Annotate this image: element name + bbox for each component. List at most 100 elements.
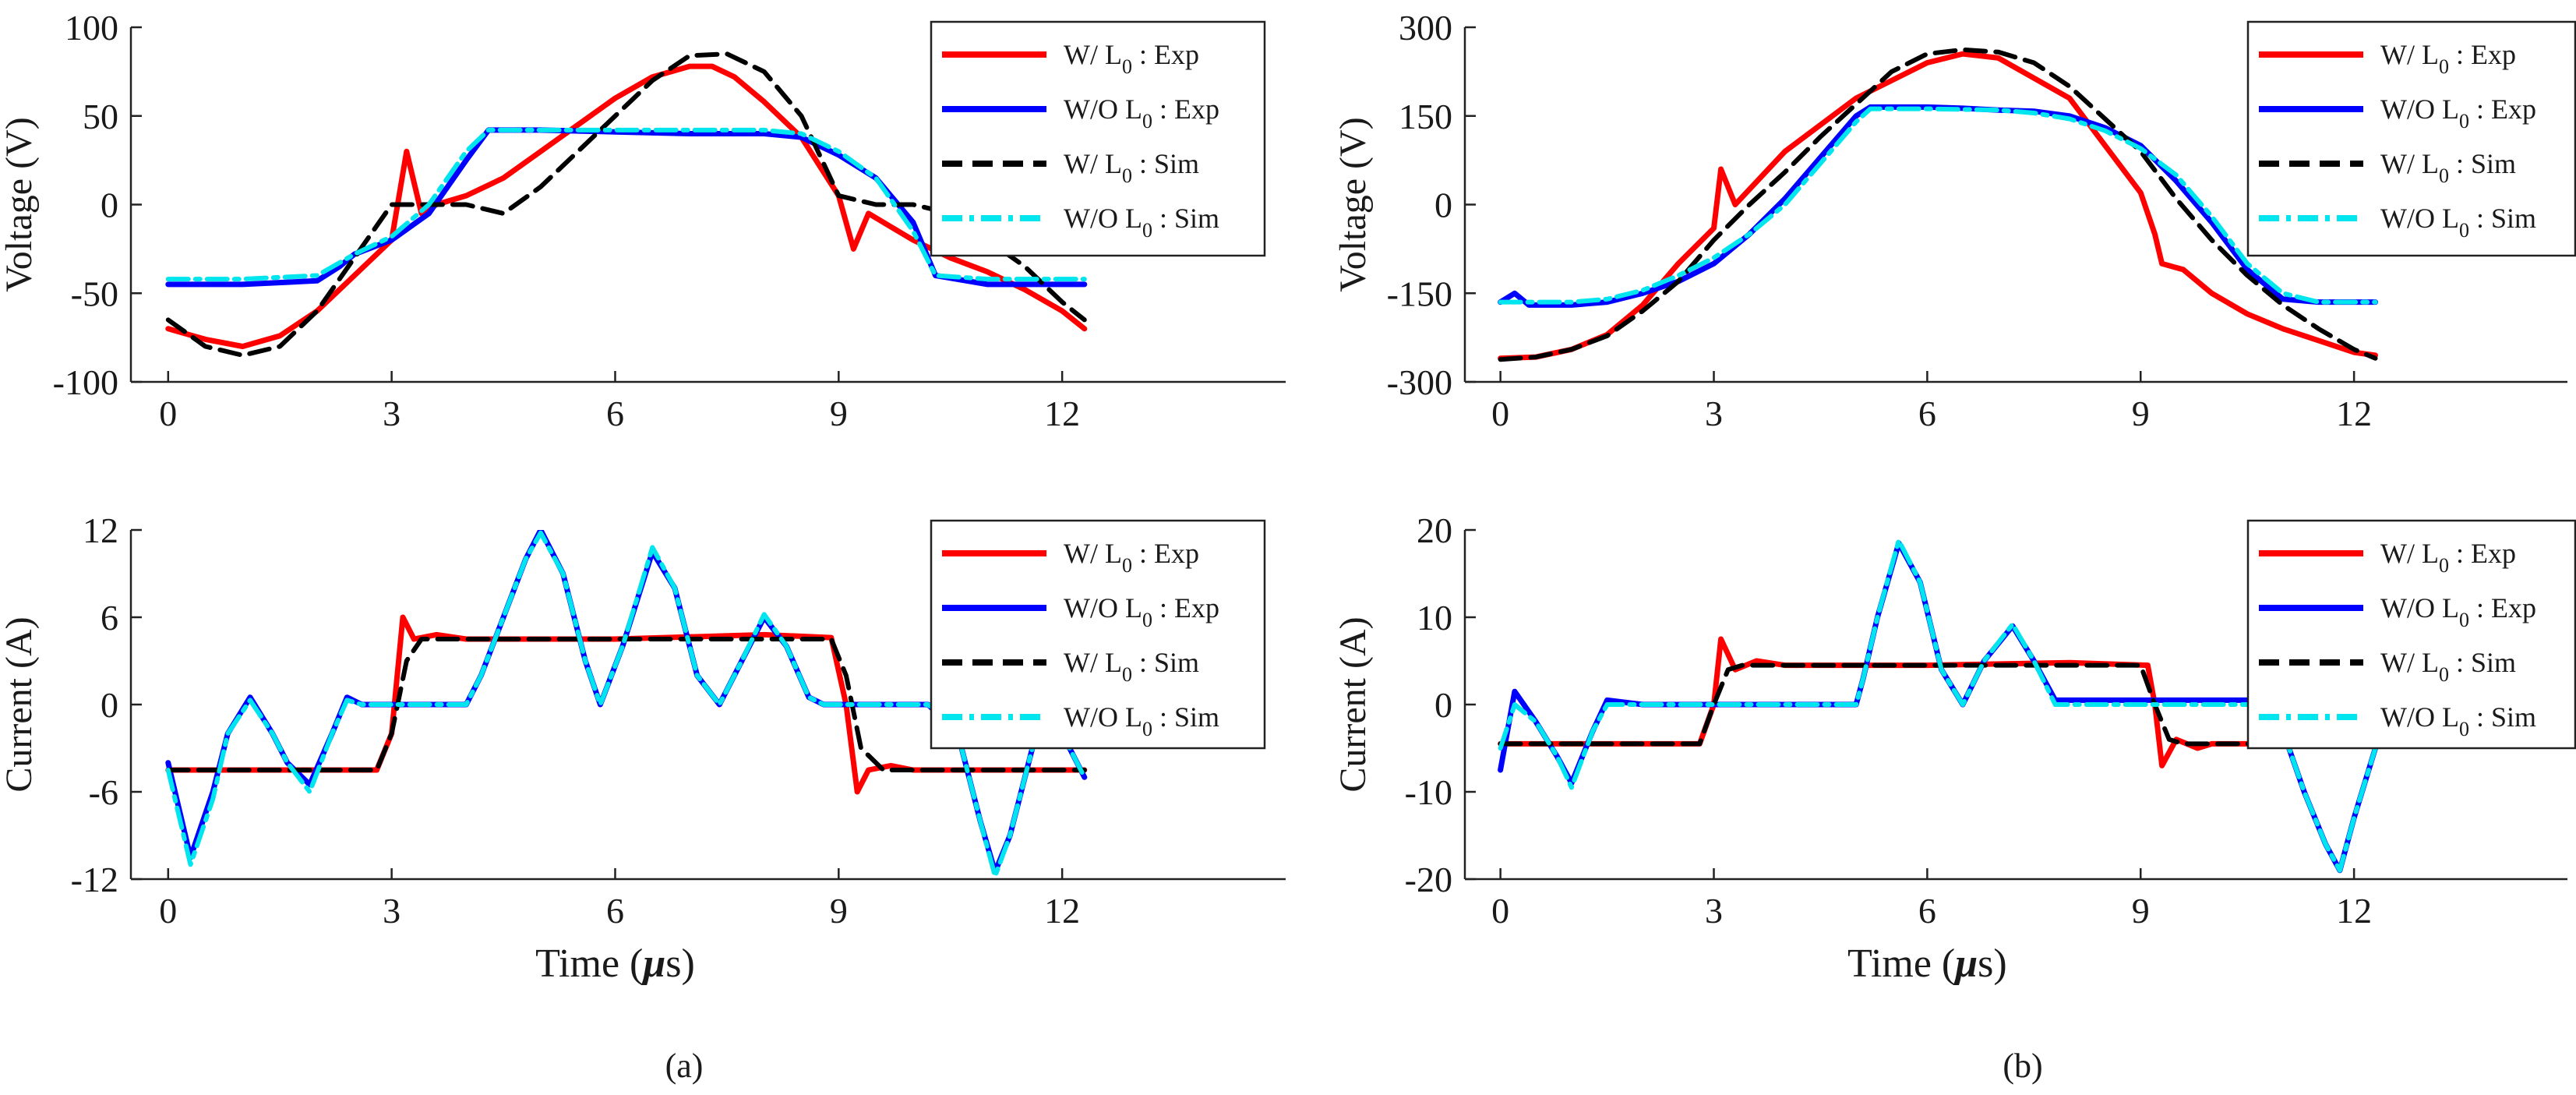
legend-label: W/O L0 : Exp xyxy=(2380,592,2536,631)
x-tick-label: 3 xyxy=(383,394,401,433)
legend-label-post: : Exp xyxy=(1152,94,1219,125)
x-tick-label: 3 xyxy=(1705,394,1723,433)
legend-label-post: : Exp xyxy=(1132,39,1199,70)
x-tick-label: 9 xyxy=(830,891,848,931)
y-tick-label: -100 xyxy=(53,362,118,402)
x-tick-label: 0 xyxy=(1491,891,1509,931)
y-tick-label: -12 xyxy=(71,860,118,899)
legend-label-post: : Sim xyxy=(1152,701,1219,733)
x-axis-label-prefix: Time ( xyxy=(1847,941,1955,986)
legend-label: W/ L0 : Exp xyxy=(1064,39,1199,78)
y-tick-label: 20 xyxy=(1417,510,1452,550)
series-w-l0-exp xyxy=(165,63,1088,349)
legend-label: W/ L0 : Sim xyxy=(1064,647,1199,686)
x-tick-label: 0 xyxy=(159,891,177,931)
legend-label-post: : Exp xyxy=(2469,94,2536,125)
legend-label-post: : Sim xyxy=(1132,647,1199,678)
legend-label-pre: W/O L xyxy=(2380,94,2459,125)
legend-label-post: : Exp xyxy=(1152,592,1219,623)
x-axis-label: Time (μs) xyxy=(1847,941,2007,986)
x-tick-label: 12 xyxy=(1044,891,1080,931)
legend-label-sub: 0 xyxy=(2439,554,2449,577)
legend-label-pre: W/O L xyxy=(1064,94,1142,125)
legend-label-pre: W/ L xyxy=(2380,538,2439,569)
x-axis-label-suffix: s) xyxy=(1978,941,2007,986)
y-axis-label: Voltage (V) xyxy=(1332,117,1374,291)
y-axis-label: Current (A) xyxy=(0,616,40,792)
series-w-l0-exp xyxy=(1498,51,2378,362)
y-tick-label: 10 xyxy=(1417,598,1452,638)
y-tick-label: -6 xyxy=(89,772,118,812)
legend-label-post: : Exp xyxy=(2469,592,2536,623)
legend-label-post: : Sim xyxy=(2469,203,2536,234)
legend-label: W/ L0 : Sim xyxy=(1064,148,1199,187)
legend-label-post: : Sim xyxy=(2449,148,2516,179)
series-w-l0-sim xyxy=(1498,47,2378,362)
legend-label-post: : Exp xyxy=(1132,538,1199,569)
y-axis-label: Current (A) xyxy=(1332,616,1374,792)
legend-label: W/ L0 : Exp xyxy=(2380,39,2516,78)
series-w-o-l0-sim xyxy=(165,127,1087,282)
legend-label: W/ L0 : Exp xyxy=(1064,538,1199,577)
x-tick-label: 6 xyxy=(606,891,624,931)
legend-label: W/O L0 : Sim xyxy=(2380,701,2536,740)
series-w-o-l0-sim xyxy=(1498,538,2378,873)
legend-label-sub: 0 xyxy=(2459,110,2469,132)
y-tick-label: -50 xyxy=(71,274,118,313)
legend-label: W/ L0 : Sim xyxy=(2380,148,2516,187)
legend-label-pre: W/O L xyxy=(1064,592,1142,623)
legend-label: W/O L0 : Exp xyxy=(1064,94,1219,132)
chart-b-current: -20 -10 0 10 20 0 3 6 9 12 Current (A) Time (μs) W/ … xyxy=(1332,510,2576,986)
legend-label-sub: 0 xyxy=(2439,663,2449,686)
y-tick-label: 0 xyxy=(1434,685,1452,725)
series-group xyxy=(1498,47,2378,362)
legend-label-post: : Sim xyxy=(1152,203,1219,234)
legend-label-pre: W/ L xyxy=(2380,647,2439,678)
legend-box xyxy=(2246,20,2576,257)
y-axis-label: Voltage (V) xyxy=(0,117,40,291)
y-tick-label: 50 xyxy=(83,97,118,136)
legend-label-pre: W/O L xyxy=(1064,203,1142,234)
legend-label-sub: 0 xyxy=(1122,164,1132,187)
x-tick-label: 9 xyxy=(2132,394,2150,433)
y-tick-label: -300 xyxy=(1387,362,1452,402)
series-group xyxy=(1498,538,2378,874)
legend-label-pre: W/O L xyxy=(2380,592,2459,623)
x-tick-label: 9 xyxy=(2132,891,2150,931)
legend-label-sub: 0 xyxy=(1142,219,1152,242)
x-tick-label: 12 xyxy=(1044,394,1080,433)
legend-label-sub: 0 xyxy=(2439,55,2449,78)
legend-label-sub: 0 xyxy=(1142,609,1152,631)
legend-label: W/ L0 : Exp xyxy=(2380,538,2516,577)
legend-label-pre: W/ L xyxy=(1064,647,1122,678)
legend-label-pre: W/O L xyxy=(2380,701,2459,733)
legend-label-sub: 0 xyxy=(1142,718,1152,740)
x-tick-label: 0 xyxy=(159,394,177,433)
legend-label-post: : Sim xyxy=(1132,148,1199,179)
legend-label-pre: W/ L xyxy=(2380,148,2439,179)
legend-label-sub: 0 xyxy=(1122,663,1132,686)
series-w-l0-sim xyxy=(1498,662,2378,747)
x-axis-label-prefix: Time ( xyxy=(535,941,643,986)
legend-label-post: : Sim xyxy=(2449,647,2516,678)
legend-label-pre: W/O L xyxy=(2380,203,2459,234)
x-tick-label: 12 xyxy=(2336,394,2372,433)
y-tick-label: 0 xyxy=(101,185,118,225)
y-tick-label: 0 xyxy=(101,685,118,725)
legend-label-pre: W/O L xyxy=(1064,701,1142,733)
panel-caption: (a) xyxy=(665,1047,704,1085)
legend-label-sub: 0 xyxy=(2459,718,2469,740)
y-tick-label: 150 xyxy=(1399,97,1452,136)
series-w-o-l0-sim xyxy=(1498,106,2378,305)
legend-label-post: : Sim xyxy=(2469,701,2536,733)
y-tick-label: 6 xyxy=(101,598,118,638)
legend-label-pre: W/ L xyxy=(2380,39,2439,70)
